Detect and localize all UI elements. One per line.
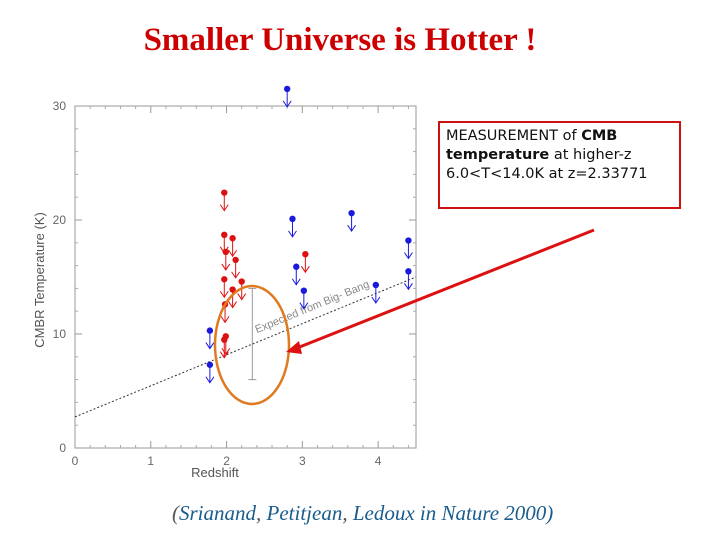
limit-arrow-head (300, 265, 310, 274)
callout-arrow-head (286, 341, 302, 354)
citation-author-1: Srianand (179, 501, 257, 525)
blue-data-point (289, 215, 296, 223)
blue-data-point (293, 263, 300, 270)
expected-line-label: Expected from Big- Bang (253, 279, 371, 337)
limit-arrow-head (228, 249, 238, 258)
blue-data-point (206, 361, 214, 368)
limit-arrow-head (288, 230, 297, 238)
expected-line-group: Expected from Big- Bang (74, 276, 417, 418)
highlight-ellipse (213, 284, 291, 406)
citation-open: ( (172, 501, 179, 525)
limit-arrow-head (231, 271, 241, 279)
red-data-point (229, 235, 236, 242)
blue-data-point (405, 268, 412, 275)
slide-title: Smaller Universe is Hotter ! (143, 22, 537, 58)
axis-ticks: 0 1 2 3 4 0 10 20 30 (53, 99, 416, 468)
x-axis-label: Redshift (191, 465, 239, 480)
data-points (205, 85, 413, 384)
limit-arrow-head (237, 293, 247, 301)
red-data-point (222, 333, 229, 340)
limit-arrow-head (228, 301, 238, 309)
limit-arrow-head (291, 278, 301, 286)
callout-text-2b: at higher-z (549, 147, 632, 163)
citation-author-2: Petitjean (266, 501, 343, 525)
blue-data-point (405, 237, 412, 244)
blue-data-point (372, 281, 380, 289)
citation-sep-1: , (256, 501, 267, 525)
limit-arrow-head (205, 376, 215, 384)
limit-arrow-head (371, 296, 381, 304)
red-data-point (238, 278, 245, 285)
measurement-callout: MEASUREMENT of CMB temperature at higher… (438, 121, 681, 209)
callout-range: 6.0<T<14.0K at z=2.33771 (446, 166, 648, 182)
y-tick-label: 0 (59, 441, 66, 455)
red-data-point (222, 248, 229, 256)
x-tick-label: 2 (223, 454, 230, 468)
callout-arrow-shaft (291, 228, 595, 352)
y-tick-label: 10 (53, 327, 67, 341)
citation: (Srianand, Petitjean, Ledoux in Nature 2… (172, 501, 553, 526)
red-data-point (221, 231, 228, 239)
limit-arrow-head (347, 224, 357, 233)
blue-data-point (206, 327, 214, 334)
limit-arrow-head (221, 263, 231, 271)
red-data-point (221, 276, 228, 283)
limit-arrow-head (219, 351, 229, 359)
red-data-point (229, 286, 236, 293)
x-tick-label: 1 (147, 454, 154, 468)
citation-sep-2: , (342, 501, 353, 525)
y-tick-label: 20 (53, 213, 67, 227)
limit-arrow-head (404, 252, 413, 260)
red-data-point (221, 189, 228, 196)
annotations (213, 228, 595, 406)
blue-data-point (283, 85, 291, 93)
limit-arrow-head (404, 283, 413, 291)
x-tick-label: 0 (72, 454, 79, 468)
limit-arrow-head (221, 348, 231, 356)
limit-arrow-head (205, 342, 215, 350)
citation-author-3: Ledoux (352, 501, 415, 525)
x-tick-label: 4 (375, 454, 382, 468)
x-tick-label: 3 (299, 454, 306, 468)
plot-frame (74, 105, 417, 449)
red-data-point (302, 251, 309, 258)
limit-arrow-head (220, 316, 230, 324)
limit-arrow-head (282, 100, 292, 108)
limit-arrow-head (219, 291, 229, 299)
red-data-point (232, 256, 239, 264)
y-axis-label: CMBR Temperature (K) (32, 212, 47, 348)
callout-text-1a: MEASUREMENT of (446, 128, 582, 144)
y-tick-label: 30 (53, 99, 67, 113)
plot-border (74, 105, 417, 449)
citation-tail: in Nature 2000) (414, 501, 554, 525)
blue-data-point (348, 209, 355, 217)
limit-arrow-head (299, 302, 309, 310)
callout-cmb: CMB (581, 128, 618, 144)
limit-arrow-head (219, 204, 229, 212)
expected-line (74, 276, 417, 418)
blue-data-point (300, 287, 308, 294)
callout-temperature: temperature (446, 147, 550, 163)
